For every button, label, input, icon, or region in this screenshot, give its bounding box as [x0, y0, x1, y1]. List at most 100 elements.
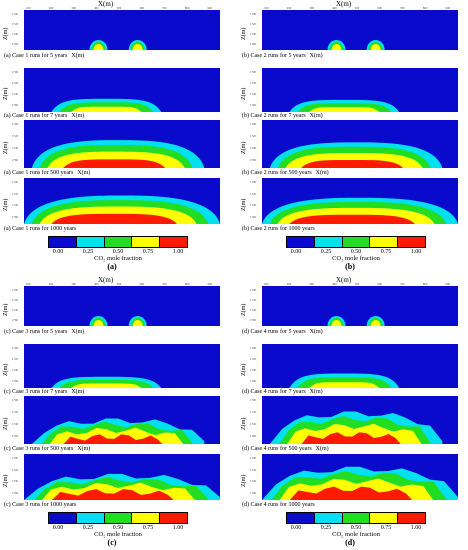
panel-letter: (c) — [107, 538, 117, 547]
panel-letter: (a) — [107, 262, 117, 271]
x-axis-label: X(m) — [315, 446, 329, 452]
panel-letter: (b) — [345, 262, 355, 271]
z-tick-label: 1720 — [12, 22, 18, 26]
z-tick-label: 1700 — [250, 398, 256, 402]
co2-field-plot — [24, 286, 220, 326]
plume-well-2-layer-3 — [132, 44, 143, 50]
colorbar-title: CO₂ mole fraction — [94, 255, 142, 262]
subplot-caption: (b) Case 2 runs for 7 years X(m) — [242, 113, 323, 119]
z-tick-label: 1760 — [12, 379, 18, 383]
z-tick-label: 1720 — [12, 191, 18, 196]
caption-text: (b) Case 2 runs for 500 years — [242, 170, 312, 176]
z-tick-label: 1760 — [250, 214, 256, 219]
z-tick-label: 1720 — [12, 134, 18, 138]
z-axis-label: Z(m) — [3, 87, 9, 100]
x-tick-row: 100 200 300 400 500 600 700 800 900 — [26, 6, 212, 10]
x-tick-label: 800 — [422, 282, 428, 286]
x-axis-label: X(m) — [309, 113, 323, 119]
z-tick-column: 1700 1720 1740 1760 — [12, 180, 24, 226]
z-tick-label: 1760 — [12, 434, 18, 438]
x-tick-label: 900 — [445, 282, 451, 286]
field-background — [24, 10, 220, 50]
plume-layer-3 — [71, 383, 142, 388]
co2-field-plot — [24, 344, 220, 388]
colorbar-tick-label: 0.75 — [142, 249, 154, 255]
co2-field-plot — [262, 454, 458, 500]
z-tick-label: 1740 — [12, 203, 18, 207]
z-tick-column: 1700 1720 1740 1760 — [250, 70, 262, 114]
co2-field-svg — [24, 10, 220, 50]
subplot-caption: (d) Case 4 runs for 1000 years — [242, 502, 315, 508]
colorbar-swatch — [76, 237, 105, 247]
z-tick-label: 1700 — [12, 12, 18, 16]
z-tick-label: 1720 — [250, 81, 256, 85]
z-tick-label: 1760 — [250, 379, 256, 383]
z-axis-label: Z(m) — [241, 87, 247, 100]
subplot-caption: (a) Case 1 runs for 5 years X(m) — [4, 53, 84, 59]
z-tick-label: 1740 — [250, 479, 256, 483]
z-tick-label: 1760 — [250, 42, 256, 46]
colorbar-tick-label: 0.50 — [112, 249, 124, 255]
z-tick-label: 1760 — [250, 490, 256, 495]
colorbar-tick-label: 0.75 — [380, 249, 392, 255]
plume-layer-3 — [71, 106, 142, 112]
x-axis-header: X(m) 100 200 300 400 500 600 700 800 900 — [240, 276, 460, 288]
co2-field-plot — [24, 396, 220, 444]
plume-well-1-layer-3 — [93, 320, 104, 326]
x-tick-label: 500 — [116, 6, 122, 10]
plume-layer-3 — [309, 382, 380, 388]
plume-well-2-layer-3 — [370, 320, 381, 326]
plume-well-2-layer-3 — [132, 320, 143, 326]
x-axis-header: X(m) 100 200 300 400 500 600 700 800 900 — [240, 0, 460, 12]
z-tick-label: 1760 — [250, 318, 256, 322]
colorbar-tick-label: 0.00 — [290, 525, 302, 531]
caption-text: (b) Case 2 runs for 1000 years — [242, 226, 315, 232]
colorbar-ticks: 0.00 0.25 0.50 0.75 1.00 — [48, 249, 188, 257]
z-tick-label: 1700 — [12, 180, 18, 184]
colorbar-title: CO₂ mole fraction — [332, 255, 380, 262]
z-axis-label: Z(m) — [241, 474, 247, 487]
x-tick-label: 100 — [264, 6, 269, 10]
z-tick-label: 1740 — [250, 308, 256, 312]
x-axis-label: X(m) — [309, 329, 323, 335]
z-tick-column: 1700 1720 1740 1760 — [250, 122, 262, 170]
z-axis-label: Z(m) — [241, 363, 247, 376]
x-tick-label: 200 — [286, 282, 292, 286]
colorbar-tick-label: 0.50 — [112, 525, 124, 531]
colorbar-swatch — [49, 513, 77, 523]
z-axis-label: Z(m) — [3, 363, 9, 376]
z-tick-label: 1760 — [12, 158, 18, 162]
panel-b: X(m) 100 200 300 400 500 600 700 800 900 Z(m) 1700 1… — [240, 0, 460, 274]
x-tick-label: 600 — [377, 282, 382, 286]
colorbar-swatch — [314, 513, 343, 523]
subplot-caption: (c) Case 3 runs for 7 years X(m) — [4, 389, 84, 395]
co2-field-svg — [24, 344, 220, 388]
colorbar-swatches — [286, 236, 426, 248]
x-axis-label: X(m) — [71, 329, 85, 335]
x-axis-label: X(m) — [98, 276, 114, 284]
x-tick-row: 100 200 300 400 500 600 700 800 900 — [264, 6, 450, 10]
colorbar-tick-label: 0.00 — [52, 525, 64, 531]
x-axis-label: X(m) — [315, 170, 329, 176]
z-axis-label: Z(m) — [3, 141, 9, 154]
z-tick-label: 1720 — [250, 298, 256, 302]
caption-text: (d) Case 4 runs for 500 years — [242, 446, 312, 452]
z-tick-label: 1740 — [250, 32, 256, 36]
z-tick-column: 1700 1720 1740 1760 — [12, 12, 24, 52]
z-tick-label: 1740 — [12, 92, 18, 96]
colorbar-tick-label: 0.75 — [142, 525, 154, 531]
z-tick-label: 1740 — [12, 368, 18, 372]
z-axis-label: Z(m) — [3, 417, 9, 430]
co2-field-plot — [24, 68, 220, 112]
x-axis-header: X(m) 100 200 300 400 500 600 700 800 900 — [2, 0, 222, 12]
z-tick-label: 1700 — [12, 456, 18, 460]
x-tick-label: 900 — [207, 6, 213, 10]
x-tick-label: 700 — [162, 6, 167, 10]
colorbar: 0.00 0.25 0.50 0.75 1.00 CO₂ mole fraction — [286, 512, 426, 538]
x-axis-label: X(m) — [71, 53, 85, 59]
field-background — [262, 10, 458, 50]
x-tick-label: 600 — [377, 6, 382, 10]
z-axis-label: Z(m) — [3, 303, 9, 316]
colorbar-tick-label: 1.00 — [172, 525, 184, 531]
z-tick-label: 1740 — [250, 422, 256, 426]
